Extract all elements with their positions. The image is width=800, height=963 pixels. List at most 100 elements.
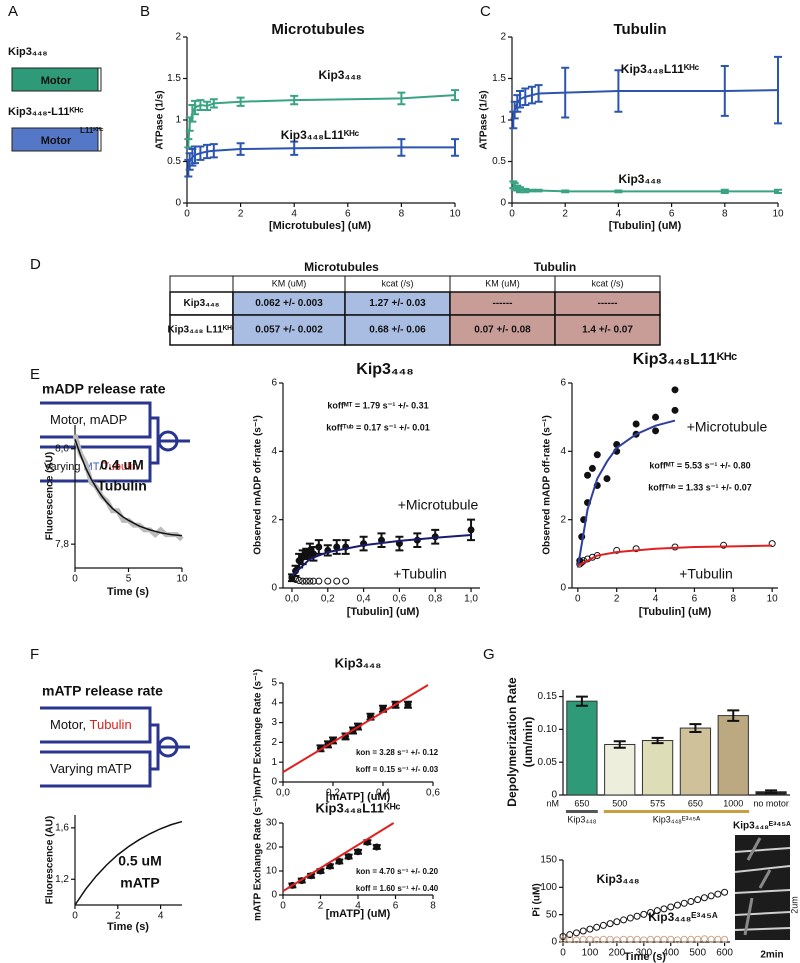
kymograph-streak	[743, 837, 772, 936]
y-axis-label: Pi (uM)	[532, 883, 543, 916]
data-point	[671, 386, 679, 394]
x-axis-label: [Tubulin] (uM)	[609, 220, 682, 232]
error-bar	[534, 188, 543, 193]
data-point	[315, 577, 323, 585]
error-bar	[290, 94, 299, 106]
x-tick-label: 400	[662, 948, 679, 959]
annotation: 0.5 uM	[118, 853, 162, 869]
annotation: kon = 4.70 s⁻¹ +/- 0.20	[356, 867, 439, 876]
assay-label-part: Motor, mADP	[50, 412, 127, 427]
series-line	[74, 439, 183, 537]
data-point	[345, 853, 353, 861]
error-bar	[614, 189, 623, 194]
error-bar	[451, 89, 459, 102]
data-point	[640, 910, 648, 918]
series-label: +Tubulin	[393, 566, 447, 582]
data-point	[335, 857, 343, 865]
x-tick-label: 2	[614, 594, 620, 605]
y-tick-label: 0	[560, 583, 566, 594]
y-tick-label: 0.15	[538, 691, 558, 702]
annotation: koffᴹᵀ = 5.53 s⁻¹ +/- 0.80	[649, 460, 750, 470]
bar	[679, 727, 712, 796]
data-point	[467, 526, 475, 534]
series-line	[577, 544, 773, 567]
x-tick-label: 10	[767, 594, 779, 605]
table-cell	[169, 275, 234, 293]
table-cell	[169, 314, 234, 346]
x-tick-label: 0,4	[376, 788, 390, 799]
x-tick-label: 0	[560, 948, 566, 959]
data-point	[593, 451, 601, 459]
y-tick-label: 2	[271, 737, 277, 748]
table-cell-text: 0.68 +/- 0.06	[369, 325, 426, 336]
y-tick-label: 6	[271, 378, 277, 389]
assay-label-part: Motor,	[50, 717, 90, 732]
data-point	[714, 935, 722, 943]
y-tick-label: 2	[175, 32, 181, 43]
chart-title: Kip3₄₄₈L11ᴷᴴᶜ	[316, 800, 401, 815]
series-line	[291, 534, 472, 577]
annotation: 0.4 uM	[100, 457, 144, 473]
assay-label-part: Tubulin	[90, 717, 132, 732]
data-point	[653, 935, 661, 943]
data-point	[295, 576, 303, 584]
kymograph-title: Kip3₄₄₈ᴱ³⁴⁵ᴬ	[733, 821, 791, 832]
data-point	[593, 936, 601, 944]
data-point	[633, 912, 641, 920]
table-row-header: Kip3₄₄₈	[184, 298, 220, 309]
y-tick-label: 0	[551, 937, 557, 948]
data-point	[324, 577, 332, 585]
data-point	[572, 929, 580, 937]
series-line	[512, 89, 779, 121]
error-bar	[209, 98, 218, 109]
x-tick-label: 1,0	[464, 594, 478, 605]
data-point	[309, 577, 317, 585]
annotation: koffᴹᵀ = 1.79 s⁻¹ +/- 0.31	[327, 400, 428, 410]
data-point	[586, 925, 594, 933]
x-tick-label: 4	[653, 594, 659, 605]
y-tick-label: 1.5	[167, 73, 181, 84]
series-label: Kip3₄₄₈	[618, 172, 661, 186]
assay-label: Varying MT/Tubulin	[44, 461, 138, 473]
series-line	[282, 822, 395, 893]
x-axis-label: [Microtubules] (uM)	[269, 220, 371, 232]
x-tick-label: 600	[716, 948, 733, 959]
data-point	[680, 899, 688, 907]
annotation: koffᵀᵘᵇ = 0.17 s⁻¹ +/- 0.01	[326, 422, 430, 432]
error-bar	[451, 138, 459, 157]
y-tick-label: 3	[271, 717, 277, 728]
data-point	[660, 935, 668, 943]
series-label: Kip3₄₄₈L11ᴷᴴᶜ	[281, 128, 360, 142]
data-point	[586, 935, 594, 943]
table-cell	[344, 314, 451, 346]
error-bar	[575, 695, 588, 707]
x-axis-label: Time (s)	[107, 586, 149, 598]
y-axis-label: mATP Exchange Rate (s⁻¹)	[253, 669, 264, 795]
x-tick-label: 0	[509, 209, 515, 220]
kymograph-streak	[734, 847, 791, 931]
data-point	[667, 903, 675, 911]
data-point	[306, 577, 314, 585]
chart-title: Kip3₄₄₈	[335, 655, 382, 670]
y-tick-label: 150	[540, 855, 557, 866]
assay-diagram-f	[40, 706, 190, 788]
panel-label: F	[30, 646, 39, 663]
data-point	[354, 848, 362, 856]
y-tick-label: 0.5	[167, 156, 181, 167]
x-tick-label: 650	[574, 798, 589, 808]
bar	[717, 715, 749, 796]
y-tick-label: 0.10	[538, 724, 558, 735]
series-label: +Tubulin	[679, 566, 733, 582]
kymograph-image	[735, 835, 790, 940]
x-tick-label: 0,8	[428, 594, 442, 605]
x-tick-label: 0,4	[357, 594, 371, 605]
x-tick-label: 500	[689, 948, 706, 959]
y-axis-label: ATPase (1/s)	[155, 90, 166, 149]
error-bar	[209, 143, 218, 159]
group-bracket	[603, 810, 750, 813]
error-bar	[720, 65, 729, 117]
kymograph-scale: 2um	[789, 896, 799, 914]
y-tick-label: 7,8	[55, 539, 69, 550]
data-point	[404, 701, 412, 709]
